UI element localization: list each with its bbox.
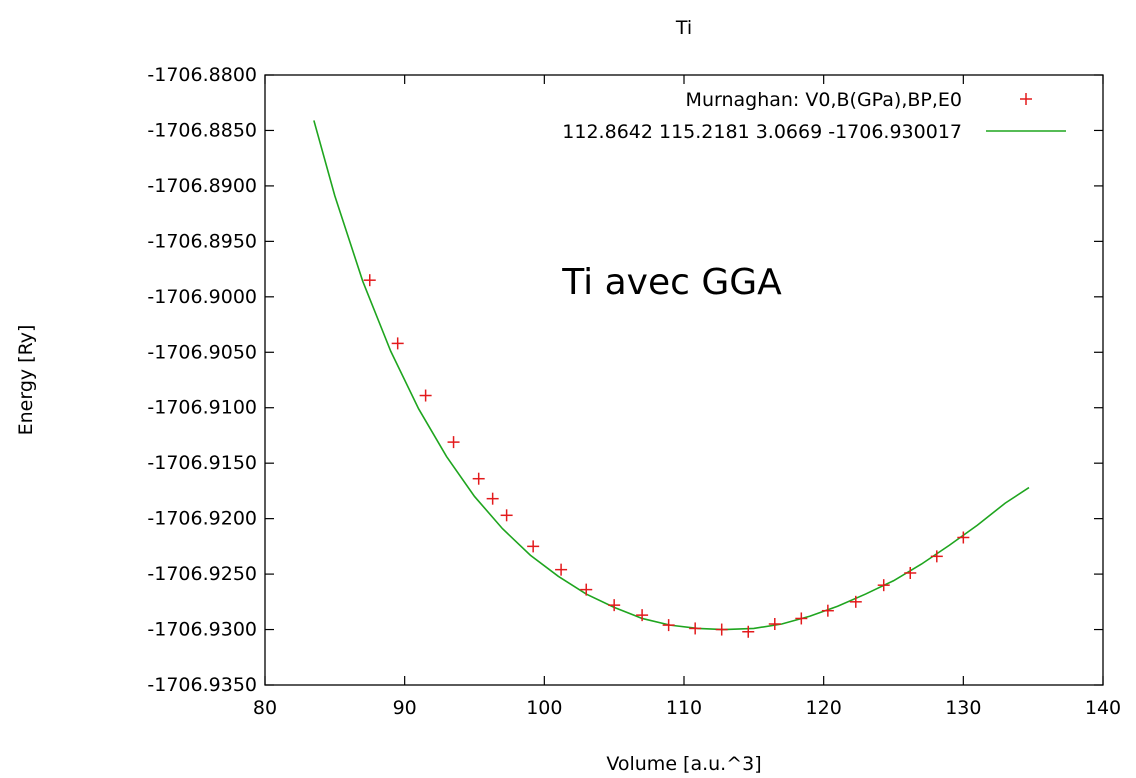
fit-curve: [313, 120, 1030, 631]
data-point: [472, 472, 485, 485]
y-tick-label: -1706.9100: [147, 397, 257, 419]
x-tick-label: 110: [666, 697, 702, 719]
data-point: [904, 566, 917, 579]
data-point: [500, 509, 513, 522]
data-point: [742, 625, 755, 638]
x-tick-label: 140: [1085, 697, 1121, 719]
data-point: [957, 531, 970, 544]
x-axis-label: Volume [a.u.^3]: [606, 753, 761, 775]
x-axis: 80 90 100 110 120 130 140: [253, 75, 1121, 719]
data-point: [849, 595, 862, 608]
data-point: [527, 540, 540, 553]
y-axis-label: Energy [Ry]: [15, 325, 37, 436]
data-point: [930, 550, 943, 563]
data-point: [555, 563, 568, 576]
data-point: [363, 274, 376, 287]
y-axis: -1706.8800 -1706.8850 -1706.8900 -1706.8950…: [147, 64, 1103, 696]
data-point: [447, 436, 460, 449]
y-tick-label: -1706.9350: [147, 674, 257, 696]
data-point: [580, 583, 593, 596]
x-tick-label: 90: [393, 697, 417, 719]
data-point: [419, 389, 432, 402]
data-point: [486, 492, 499, 505]
y-tick-label: -1706.9250: [147, 563, 257, 585]
data-point: [768, 618, 781, 630]
y-tick-label: -1706.9000: [147, 286, 257, 308]
fit-curve-line: [313, 120, 1030, 631]
legend-label-fit: 112.8642 115.2181 3.0669 -1706.930017: [562, 121, 962, 143]
y-tick-label: -1706.9200: [147, 508, 257, 530]
data-point: [689, 622, 702, 635]
legend: Murnaghan: V0,B(GPa),BP,E0 112.8642 115.…: [562, 89, 1066, 143]
y-tick-label: -1706.8900: [147, 175, 257, 197]
plot-annotation: Ti avec GGA: [561, 262, 782, 303]
y-tick-label: -1706.8800: [147, 64, 257, 86]
y-tick-label: -1706.8950: [147, 230, 257, 252]
x-tick-label: 130: [945, 697, 981, 719]
x-tick-label: 80: [253, 697, 277, 719]
data-point: [608, 599, 621, 612]
data-point: [821, 604, 834, 617]
data-point: [795, 612, 808, 625]
data-point: [662, 619, 675, 632]
chart-title: Ti: [675, 17, 692, 39]
data-point: [391, 337, 404, 350]
x-tick-label: 100: [526, 697, 562, 719]
data-point: [636, 609, 649, 622]
data-point: [715, 623, 728, 636]
plot-frame: [264, 74, 1104, 686]
x-tick-label: 120: [806, 697, 842, 719]
y-tick-label: -1706.9050: [147, 341, 257, 363]
data-points: [363, 274, 970, 638]
y-tick-label: -1706.9300: [147, 619, 257, 641]
y-tick-label: -1706.8850: [147, 119, 257, 141]
legend-label-points: Murnaghan: V0,B(GPa),BP,E0: [686, 89, 962, 111]
y-tick-label: -1706.9150: [147, 452, 257, 474]
data-point: [877, 579, 890, 592]
legend-marker-points: [1020, 93, 1032, 105]
